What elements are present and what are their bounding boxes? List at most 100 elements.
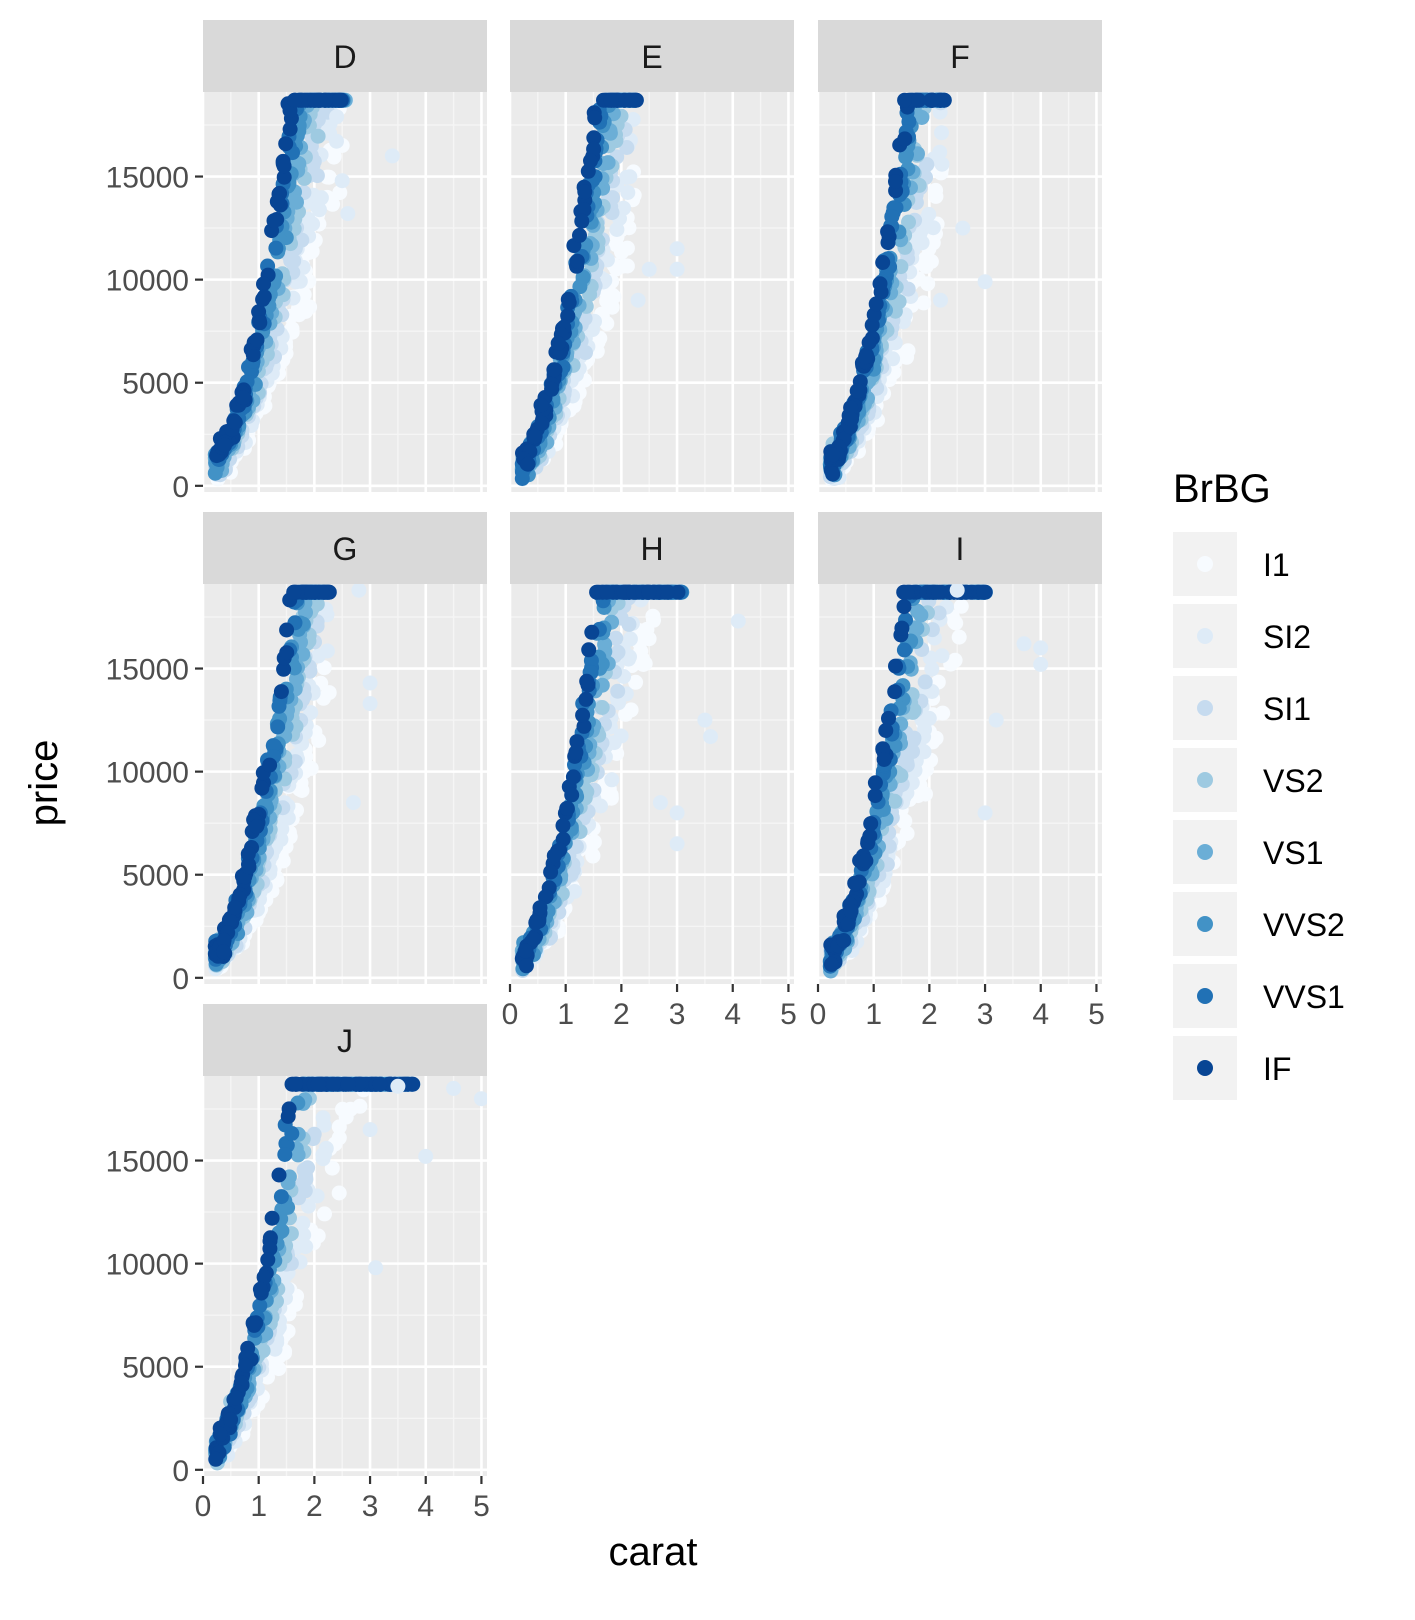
legend-entry: I1 bbox=[1173, 532, 1290, 596]
legend-label: VS1 bbox=[1263, 835, 1323, 871]
data-point bbox=[868, 296, 884, 312]
data-point bbox=[917, 674, 933, 690]
data-point bbox=[628, 674, 644, 690]
data-point bbox=[934, 156, 950, 172]
facet-panel-D: D bbox=[201, 20, 487, 492]
data-point bbox=[843, 400, 859, 416]
legend-swatch bbox=[1197, 916, 1213, 932]
data-point bbox=[303, 760, 319, 776]
data-point bbox=[514, 471, 530, 486]
data-point bbox=[249, 818, 265, 834]
data-point bbox=[245, 347, 261, 363]
data-point bbox=[262, 1230, 278, 1246]
data-point bbox=[955, 220, 971, 236]
data-point bbox=[613, 728, 629, 744]
data-point bbox=[897, 92, 913, 108]
data-point bbox=[603, 92, 619, 108]
data-point bbox=[863, 816, 879, 832]
data-point bbox=[326, 1076, 341, 1092]
data-point bbox=[418, 1148, 434, 1164]
data-point bbox=[669, 261, 685, 277]
x-tick-label: 3 bbox=[362, 1490, 379, 1523]
data-point bbox=[274, 1223, 290, 1239]
data-point bbox=[901, 214, 916, 230]
data-point bbox=[221, 912, 237, 928]
data-point bbox=[260, 1252, 276, 1268]
data-point bbox=[669, 836, 685, 852]
data-point bbox=[836, 933, 852, 948]
data-point bbox=[586, 130, 602, 146]
data-point bbox=[264, 1210, 280, 1226]
data-point bbox=[578, 691, 594, 707]
facet-panel-J: J bbox=[201, 1004, 487, 1476]
points-group bbox=[822, 584, 1049, 979]
data-point bbox=[235, 390, 251, 406]
data-point bbox=[321, 169, 337, 185]
data-point bbox=[569, 734, 585, 750]
data-point bbox=[311, 732, 327, 748]
data-point bbox=[517, 943, 533, 959]
data-point bbox=[620, 185, 636, 200]
data-point bbox=[888, 658, 903, 674]
points-group bbox=[207, 1076, 487, 1471]
data-point bbox=[324, 1160, 340, 1176]
data-point bbox=[286, 584, 302, 600]
data-point bbox=[916, 295, 932, 311]
data-point bbox=[335, 1101, 350, 1117]
data-point bbox=[618, 706, 634, 722]
data-point bbox=[934, 125, 949, 141]
data-point bbox=[878, 723, 894, 738]
data-point bbox=[334, 173, 350, 189]
data-point bbox=[885, 351, 901, 367]
data-point bbox=[576, 202, 592, 218]
facet-strip bbox=[510, 512, 794, 584]
x-tick-label: 0 bbox=[810, 998, 827, 1031]
data-point bbox=[910, 603, 926, 619]
x-tick-label: 3 bbox=[977, 998, 994, 1031]
data-point bbox=[585, 322, 600, 338]
data-point bbox=[311, 202, 327, 218]
data-point bbox=[269, 194, 285, 210]
data-point bbox=[310, 128, 326, 144]
data-point bbox=[280, 1108, 296, 1124]
data-point bbox=[518, 958, 534, 974]
data-point bbox=[887, 684, 903, 700]
data-point bbox=[298, 304, 314, 319]
legend-entry: SI1 bbox=[1173, 676, 1311, 740]
data-point bbox=[918, 258, 934, 274]
data-point bbox=[843, 903, 859, 919]
points-group bbox=[207, 92, 400, 487]
x-tick-label: 0 bbox=[195, 1490, 212, 1523]
data-point bbox=[635, 657, 651, 672]
data-point bbox=[340, 1076, 356, 1092]
data-point bbox=[880, 235, 896, 251]
data-point bbox=[825, 466, 841, 482]
data-point bbox=[276, 158, 292, 174]
data-point bbox=[619, 258, 635, 274]
data-point bbox=[290, 1147, 306, 1163]
data-point bbox=[294, 232, 310, 248]
legend-entry: SI2 bbox=[1173, 604, 1311, 668]
facet-strip-label: E bbox=[641, 39, 662, 75]
data-point bbox=[568, 744, 584, 760]
x-tick-label: 0 bbox=[502, 998, 519, 1031]
panels-layer: D E FG H IJ bbox=[201, 20, 1102, 1476]
data-point bbox=[270, 719, 286, 735]
data-point bbox=[697, 712, 713, 728]
y-tick-label: 10000 bbox=[106, 757, 189, 790]
x-axis-title: carat bbox=[609, 1530, 698, 1574]
legend-swatch bbox=[1197, 556, 1213, 572]
data-point bbox=[362, 675, 378, 691]
data-point bbox=[619, 140, 635, 155]
data-point bbox=[262, 1241, 278, 1257]
data-point bbox=[223, 1412, 239, 1428]
data-point bbox=[251, 304, 267, 320]
data-point bbox=[947, 652, 963, 668]
data-point bbox=[576, 718, 592, 734]
data-point bbox=[948, 615, 964, 631]
data-point bbox=[227, 900, 243, 916]
data-point bbox=[875, 255, 891, 270]
